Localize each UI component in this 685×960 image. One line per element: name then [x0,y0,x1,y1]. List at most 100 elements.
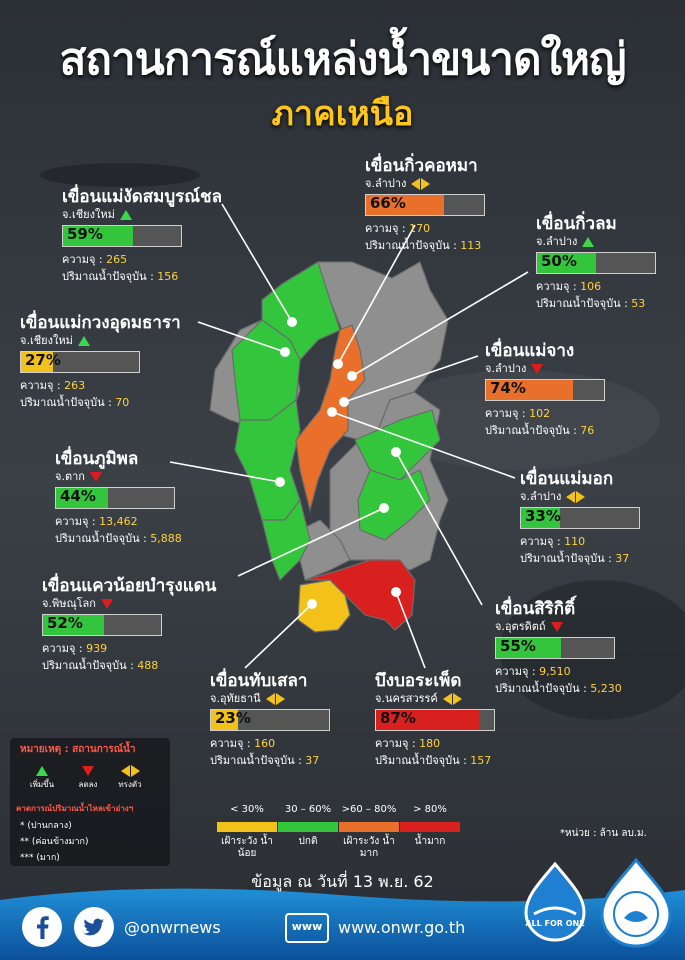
dam-location-dot [391,447,401,457]
dam-name: เขื่อนแม่จาง [485,341,575,361]
facebook-icon[interactable] [20,905,64,949]
legend-star-3: *** (มาก) [20,853,60,863]
legend-box: หมายเหตุ : สถานการณ์น้ำ เพิ่มขึ้น ลดลง ท… [10,738,170,866]
current-volume-row: ปริมาณน้ำปัจจุบัน : 488 [42,659,159,672]
dam-name: บึงบอระเพ็ด [375,671,462,691]
steady-arrows-icon [411,178,431,190]
legend-up: เพิ่มขึ้น [22,764,62,791]
dam-location-dot [307,599,317,609]
dam-province: จ.ลำปาง [365,177,485,191]
dam-card: เขื่อนแม่งัดสมบูรณ์ชล จ.เชียงใหม่ 59% ความจ… [62,186,222,285]
dam-card: เขื่อนแม่กวงอุดมธารา จ.เชียงใหม่ 27% ความจุ… [20,312,181,411]
dam-card: เขื่อนภูมิพล จ.ตาก 44% ความจุ : 13,462 ปริมา… [55,448,182,547]
page-title: สถานการณ์แหล่งน้ำขนาดใหญ่ [59,34,626,85]
dam-name: เขื่อนแม่มอก [520,469,614,489]
dam-province: จ.อุทัยธานี [210,692,330,706]
dam-location-dot [347,371,357,381]
arrow-up-icon [119,210,132,220]
scale-range: >60 – 80% [341,804,397,815]
leader-line [343,355,479,403]
dam-location-dot [379,503,389,513]
capacity-row: ความจุ : 110 [520,535,586,548]
capacity-row: ความจุ : 265 [62,253,128,266]
website-link[interactable]: www.onwr.go.th [338,918,466,937]
scale-segment: > 80% น้ำมาก [400,804,460,848]
map-region-red [304,559,416,631]
current-volume-row: ปริมาณน้ำปัจจุบัน : 113 [365,239,482,252]
capacity-bar-fill [496,638,561,658]
capacity-bar-fill [537,253,596,273]
dam-card: บึงบอระเพ็ด จ.นครสวรรค์ 87% ความจุ : 180 ปริ… [375,670,495,769]
dam-location-dot [333,359,343,369]
scale-description: น้ำมาก [414,836,446,847]
dam-name: เขื่อนกิ่วคอหมา [365,156,478,176]
arrow-down-icon [82,766,94,776]
leader-line [197,321,286,353]
current-volume-row: ปริมาณน้ำปัจจุบัน : 5,230 [495,682,622,695]
page-subtitle: ภาคเหนือ [271,94,414,134]
capacity-bar-fill [521,508,560,528]
capacity-percent: 50% [541,252,577,270]
capacity-bar: 27% [20,351,140,373]
dam-province: จ.เชียงใหม่ [20,334,181,348]
dam-name: เขื่อนแม่กวงอุดมธารา [20,313,181,333]
scale-color-block [400,822,460,832]
capacity-percent: 59% [67,225,103,243]
leader-line [237,507,385,577]
current-volume-row: ปริมาณน้ำปัจจุบัน : 37 [520,552,630,565]
current-volume-row: ปริมาณน้ำปัจจุบัน : 37 [210,754,320,767]
capacity-bar: 55% [495,637,615,659]
current-volume-row: ปริมาณน้ำปัจจุบัน : 156 [62,270,179,283]
dam-province: จ.ลำปาง [485,362,605,376]
capacity-bar: 52% [42,614,162,636]
steady-arrows-icon [442,693,462,705]
dam-province: จ.เชียงใหม่ [62,208,222,222]
www-icon: www [285,913,329,943]
arrow-down-icon [531,364,544,374]
capacity-bar: 33% [520,507,640,529]
dam-province: จ.อุตรดิตถ์ [495,620,622,634]
scale-range: > 80% [413,804,447,815]
capacity-bar-fill [21,352,53,372]
scale-color-block [217,822,277,832]
capacity-row: ความจุ : 13,462 [55,515,138,528]
twitter-icon[interactable] [72,905,116,949]
scale-range: < 30% [230,804,264,815]
social-handle[interactable]: @onwrnews [124,918,221,937]
capacity-percent: 74% [490,379,526,397]
capacity-bar: 74% [485,379,605,401]
leader-line [395,591,426,669]
arrow-up-icon [582,237,595,247]
all-for-one-logo: ALL FOR ONE [524,862,586,942]
dam-location-dot [280,347,290,357]
capacity-percent: 23% [215,709,251,727]
dam-card: เขื่อนกิ่วลม จ.ลำปาง 50% ความจุ : 106 ปริมาณ… [536,213,656,312]
capacity-row: ความจุ : 939 [42,642,108,655]
dam-location-dot [391,587,401,597]
capacity-bar-fill [366,195,444,215]
capacity-row: ความจุ : 263 [20,379,86,392]
dam-province: จ.ลำปาง [536,235,656,249]
capacity-bar-fill [211,710,239,730]
dam-location-dot [327,407,337,417]
capacity-bar-fill [486,380,574,400]
legend-inflow-title: คาดการณ์ปริมาณน้ำไหลเข้าอ่างฯ [16,804,134,813]
capacity-bar: 23% [210,709,330,731]
dam-name: เขื่อนกิ่วลม [536,214,617,234]
onwr-logo [600,858,672,948]
dam-name: เขื่อนภูมิพล [55,449,139,469]
leader-line [331,411,516,479]
dam-card: เขื่อนแม่มอก จ.ลำปาง 33% ความจุ : 110 ปริมาณ… [520,468,640,567]
legend-title: หมายเหตุ : สถานการณ์น้ำ [20,744,136,755]
capacity-bar-fill [56,488,108,508]
current-volume-row: ปริมาณน้ำปัจจุบัน : 70 [20,396,130,409]
arrow-up-icon [77,336,90,346]
scale-segment: >60 – 80% เฝ้าระวัง น้ำมาก [339,804,399,860]
capacity-bar: 59% [62,225,182,247]
dam-province: จ.ลำปาง [520,490,640,504]
leader-line [169,461,281,483]
map-region-orange [295,324,366,513]
data-date: ข้อมูล ณ วันที่ 13 พ.ย. 62 [251,872,434,891]
arrow-down-icon [100,599,113,609]
